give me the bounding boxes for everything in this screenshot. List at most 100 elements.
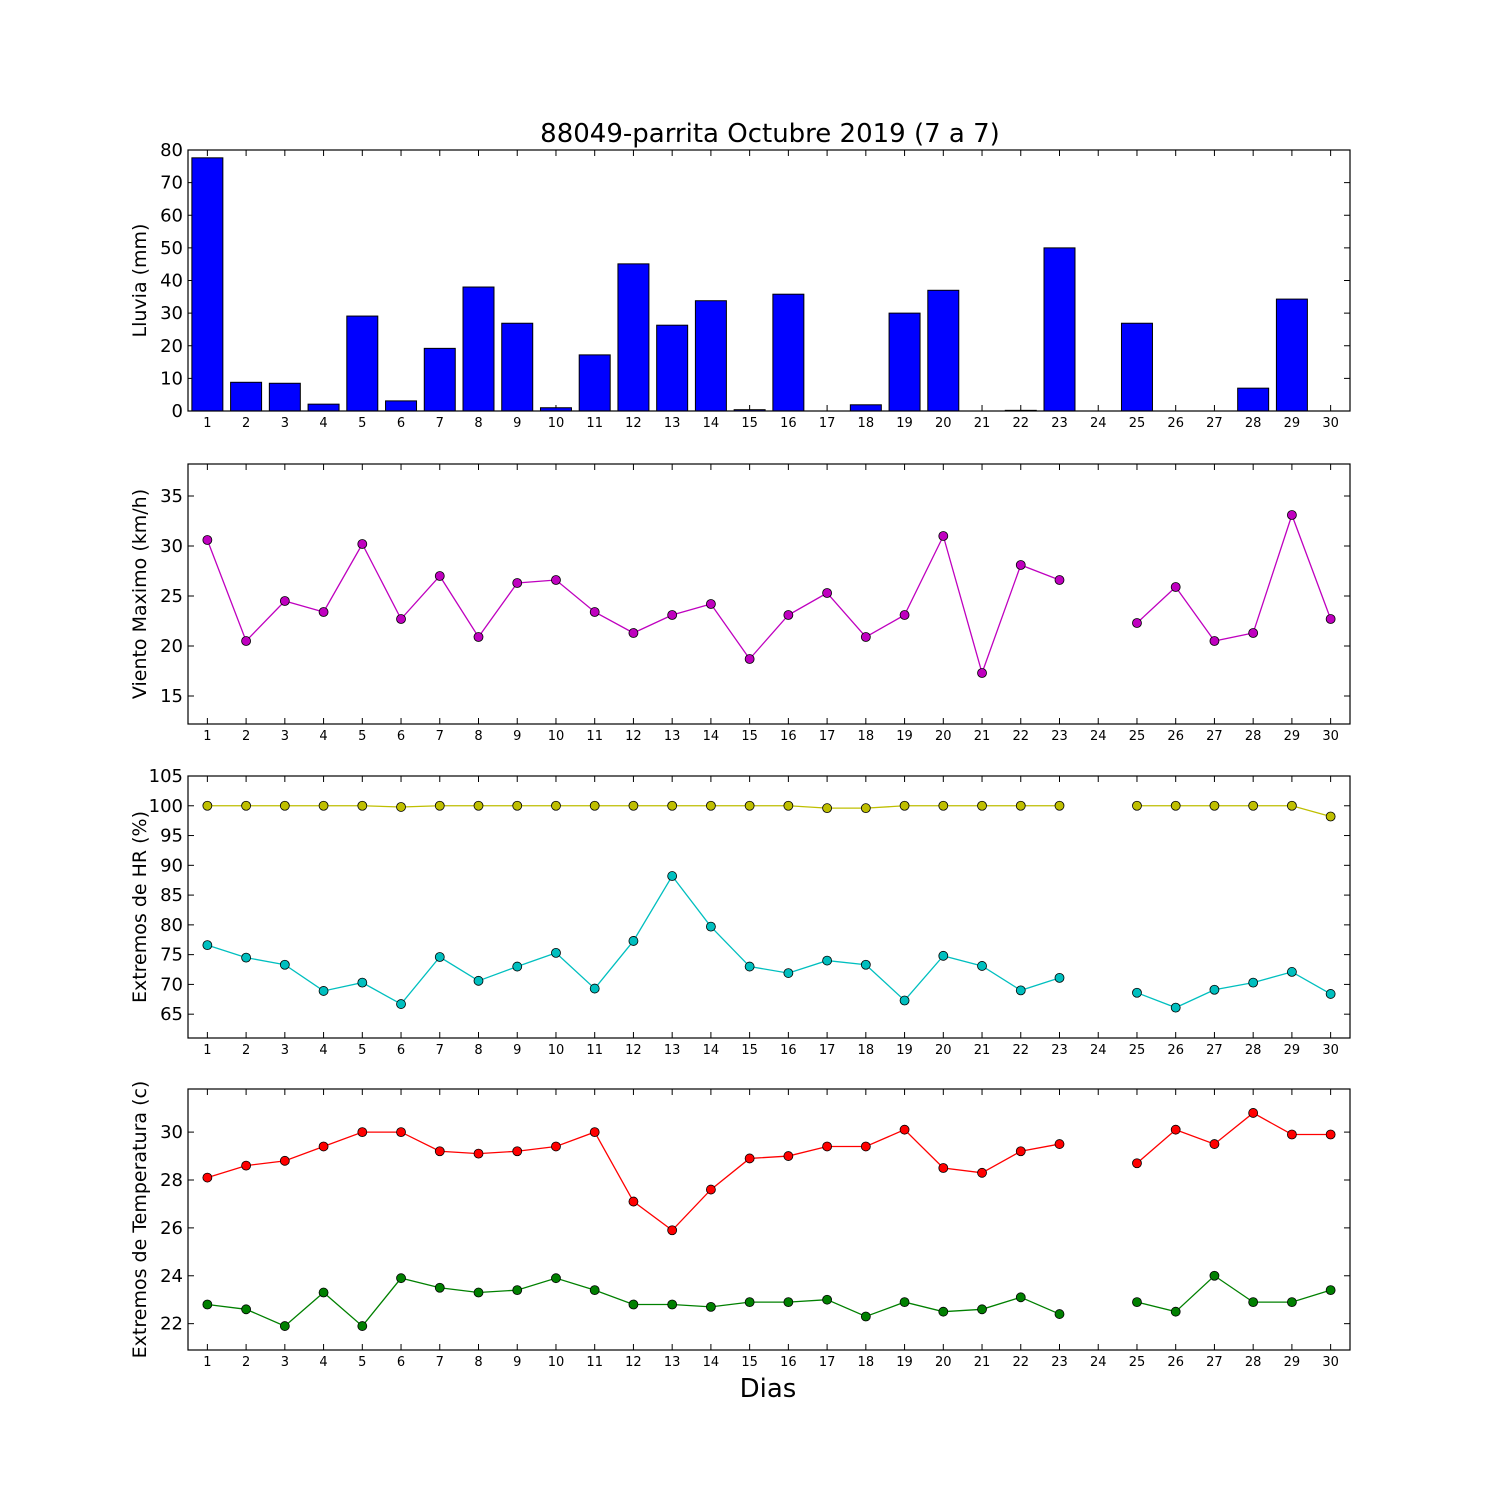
x-tick-label: 2 (242, 1043, 250, 1058)
data-point (1248, 628, 1259, 638)
plot-frame (187, 149, 1351, 412)
series-line-1 (1136, 513, 1332, 642)
data-point (977, 1167, 987, 1178)
data-point (822, 588, 832, 598)
data-point (1287, 800, 1297, 811)
x-tick-label: 2 (242, 729, 250, 744)
data-point (1015, 985, 1026, 996)
data-point (589, 800, 600, 811)
x-tick-label: 3 (281, 1355, 289, 1370)
x-tick-label: 25 (1129, 416, 1146, 431)
y-tick-label: 30 (160, 536, 183, 557)
chart-title: 88049-parrita Octubre 2019 (7 a 7) (540, 119, 1000, 149)
data-point (1170, 1306, 1181, 1317)
x-tick-label: 8 (474, 416, 482, 431)
x-tick-label: 15 (741, 1043, 758, 1058)
data-point (1170, 582, 1181, 592)
data-point (202, 800, 213, 811)
data-point (1287, 1297, 1297, 1308)
bar (462, 286, 495, 412)
x-tick-label: 15 (741, 1355, 758, 1370)
x-tick-label: 6 (397, 1355, 405, 1370)
data-point (241, 1304, 252, 1315)
x-tick-label: 21 (974, 416, 991, 431)
data-point (667, 871, 678, 881)
data-point (357, 800, 368, 811)
x-tick-label: 28 (1245, 416, 1262, 431)
data-point (357, 977, 368, 988)
x-tick-label: 9 (513, 416, 521, 431)
x-tick-label: 24 (1090, 1043, 1107, 1058)
data-point (783, 1297, 794, 1308)
x-tick-label: 14 (703, 1355, 720, 1370)
data-point (706, 1301, 716, 1312)
data-point (938, 1306, 949, 1317)
y-tick-label: 26 (160, 1218, 183, 1239)
y-tick-label: 75 (160, 945, 183, 966)
data-point (1325, 614, 1336, 624)
x-tick-label: 13 (664, 1043, 681, 1058)
y-tick-label: 10 (160, 368, 183, 389)
data-point (1132, 618, 1142, 628)
data-point (279, 596, 290, 606)
x-tick-label: 29 (1284, 416, 1301, 431)
x-tick-label: 5 (358, 1355, 366, 1370)
x-tick-label: 27 (1206, 1355, 1223, 1370)
y-tick-label: 80 (160, 140, 183, 161)
x-tick-label: 19 (896, 729, 913, 744)
x-tick-label: 29 (1284, 1043, 1301, 1058)
bar (385, 400, 418, 412)
x-tick-label: 17 (819, 1043, 836, 1058)
x-tick-label: 22 (1012, 1355, 1029, 1370)
data-point (667, 1299, 678, 1310)
data-point (396, 1127, 406, 1138)
data-point (1015, 1292, 1026, 1303)
data-point (241, 1160, 252, 1171)
x-tick-label: 11 (586, 1355, 603, 1370)
data-point (1325, 989, 1336, 999)
x-tick-label: 10 (548, 729, 565, 744)
data-point (1248, 1297, 1259, 1308)
x-tick-label: 23 (1051, 1355, 1068, 1370)
data-point (1132, 800, 1142, 811)
data-point (1054, 800, 1065, 811)
data-point (744, 654, 755, 664)
bar (423, 347, 456, 412)
data-point (318, 986, 329, 996)
data-point (899, 995, 910, 1006)
x-tick-label: 16 (780, 729, 797, 744)
x-tick-label: 7 (436, 1043, 444, 1058)
x-tick-label: 8 (474, 1355, 482, 1370)
x-tick-label: 28 (1245, 1043, 1262, 1058)
data-point (1054, 575, 1065, 585)
y-axis-label: Viento Maximo (km/h) (129, 489, 151, 699)
x-tick-label: 10 (548, 1043, 565, 1058)
data-point (744, 961, 755, 972)
bar (501, 322, 534, 412)
bar (1275, 298, 1308, 412)
y-tick-label: 100 (149, 796, 183, 817)
y-axis-label: Extremos de HR (%) (129, 811, 151, 1003)
data-point (744, 1153, 755, 1164)
data-point (473, 1287, 484, 1298)
bar (927, 289, 960, 412)
y-tick-label: 20 (160, 336, 183, 357)
x-tick-label: 22 (1012, 729, 1029, 744)
data-point (706, 1184, 716, 1195)
data-point (628, 1299, 639, 1310)
data-point (899, 610, 910, 620)
data-point (822, 1141, 832, 1152)
data-point (512, 578, 523, 588)
data-point (822, 955, 832, 966)
x-tick-label: 21 (974, 729, 991, 744)
x-tick-label: 23 (1051, 1043, 1068, 1058)
data-point (860, 1141, 871, 1152)
x-tick-label: 30 (1322, 416, 1339, 431)
data-point (744, 800, 755, 811)
data-point (1325, 811, 1336, 822)
x-tick-label: 11 (586, 416, 603, 431)
x-tick-label: 11 (586, 729, 603, 744)
data-point (1325, 1129, 1336, 1140)
x-tick-label: 3 (281, 416, 289, 431)
